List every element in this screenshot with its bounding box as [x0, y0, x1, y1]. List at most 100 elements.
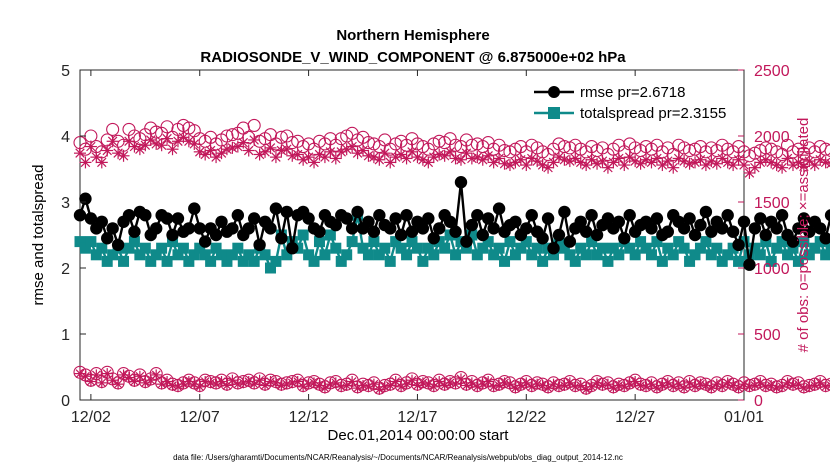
rmse-point: [362, 215, 375, 228]
rmse-point: [215, 215, 228, 228]
totalspread-point: [395, 242, 407, 254]
rmse-point: [345, 222, 359, 235]
obs-assimilated-point: [166, 143, 179, 156]
rmse-point: [373, 209, 386, 222]
obs-assimilated-low-point: [673, 378, 685, 390]
totalspread-point: [629, 249, 641, 261]
totalspread-point: [139, 242, 151, 254]
rmse-point: [645, 222, 658, 235]
legend-totalspread-marker: [548, 107, 560, 119]
totalspread-point: [689, 249, 701, 261]
obs-assimilated-point: [117, 149, 130, 162]
obs-assimilated-low-point: [357, 379, 369, 391]
obs-assimilated-point: [373, 153, 386, 166]
obs-possible-point: [247, 118, 261, 132]
totalspread-point: [128, 236, 140, 248]
x-tick-label: 12/22: [506, 409, 546, 426]
obs-assimilated-low-point: [379, 381, 391, 393]
obs-assimilated-point: [79, 156, 92, 169]
obs-assimilated-point: [389, 151, 402, 164]
rmse-point: [726, 225, 740, 238]
totalspread-point: [221, 255, 233, 267]
rmse-point: [465, 218, 479, 232]
obs-assimilated-low-point: [711, 378, 723, 390]
totalspread-point: [177, 242, 189, 254]
obs-assimilated-low-point: [281, 378, 293, 390]
rmse-point: [449, 225, 462, 238]
totalspread-point: [444, 229, 456, 241]
obs-assimilated-point: [395, 148, 408, 161]
rmse-point: [302, 212, 315, 225]
rmse-point: [433, 222, 446, 235]
totalspread-point: [150, 249, 162, 261]
rmse-point: [454, 176, 468, 189]
obs-assimilated-low-point: [101, 368, 113, 380]
rmse-point: [813, 222, 827, 235]
totalspread-point: [509, 249, 521, 261]
obs-assimilated-point: [400, 152, 413, 165]
totalspread-point: [602, 255, 614, 267]
rmse-point: [231, 209, 245, 222]
rmse-point: [579, 225, 593, 238]
x-tick-label: 12/07: [180, 409, 220, 426]
obs-assimilated-point: [237, 136, 250, 149]
totalspread-point: [613, 249, 625, 261]
rmse-point: [618, 232, 631, 245]
x-tick-label: 01/01: [724, 409, 764, 426]
obs-assimilated-point: [161, 132, 174, 145]
rmse-series: [73, 176, 830, 271]
totalspread-point: [564, 249, 576, 261]
y-tick-label-left: 5: [61, 63, 70, 80]
totalspread-point: [499, 255, 511, 267]
obs-assimilated-point: [155, 139, 168, 152]
obs-assimilated-low-point: [782, 377, 794, 389]
totalspread-point: [330, 242, 342, 254]
obs-assimilated-point: [650, 152, 663, 165]
rmse-point: [819, 232, 830, 245]
totalspread-point: [825, 242, 830, 254]
obs-possible-point: [824, 144, 830, 157]
totalspread-point: [346, 236, 358, 248]
y-tick-label-left: 2: [61, 261, 70, 278]
obs-assimilated-point: [738, 159, 750, 172]
rmse-point: [786, 235, 800, 248]
obs-assimilated-point: [204, 144, 217, 157]
rmse-point: [547, 242, 560, 255]
obs-assimilated-point: [329, 152, 342, 165]
totalspread-point: [194, 242, 206, 254]
obs-assimilated-point: [106, 135, 119, 148]
totalspread-point: [188, 249, 200, 261]
rmse-point: [79, 192, 92, 205]
totalspread-point: [684, 255, 696, 267]
rmse-point: [242, 222, 255, 235]
totalspread-point: [161, 255, 173, 267]
obs-assimilated-low-point: [575, 379, 587, 391]
obs-assimilated-low-point: [395, 381, 407, 393]
obs-assimilated-low-point: [520, 377, 532, 389]
x-tick-label: 12/12: [289, 409, 329, 426]
totalspread-point: [357, 242, 369, 254]
totalspread-point: [607, 242, 619, 254]
totalspread-point: [79, 242, 91, 254]
y-tick-label-right: 1500: [754, 195, 790, 212]
totalspread-point: [460, 242, 472, 254]
obs-assimilated-point: [781, 152, 794, 165]
rmse-point: [101, 232, 114, 245]
obs-assimilated-point: [487, 156, 500, 169]
totalspread-point: [586, 236, 598, 248]
totalspread-point: [450, 249, 462, 261]
obs-assimilated-low-point: [85, 376, 97, 388]
rmse-point: [803, 225, 816, 238]
totalspread-point: [537, 255, 549, 267]
totalspread-point: [156, 242, 168, 254]
y-axis-label-left: rmse and totalspread: [30, 165, 47, 306]
obs-assimilated-point: [231, 140, 244, 153]
obs-assimilated-point: [661, 155, 674, 168]
rmse-point: [558, 205, 571, 219]
obs-assimilated-point: [645, 156, 658, 169]
totalspread-point: [814, 236, 826, 248]
totalspread-point: [85, 236, 97, 248]
rmse-point: [139, 209, 152, 222]
totalspread-point: [401, 249, 413, 261]
